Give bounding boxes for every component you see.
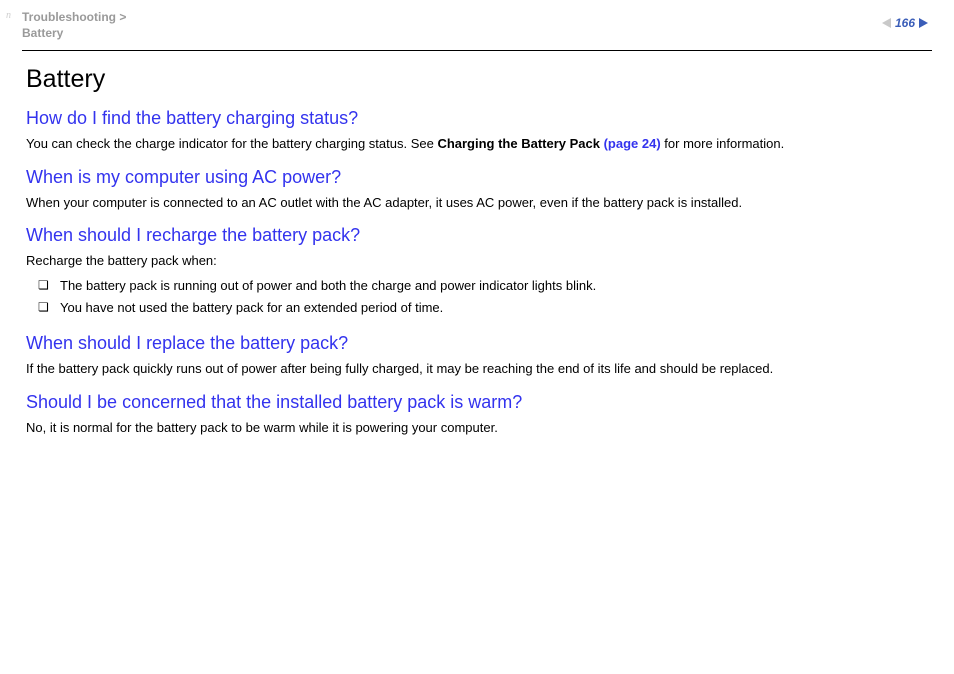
next-page-icon[interactable] [919, 18, 928, 28]
content-area: Battery How do I find the battery chargi… [0, 51, 954, 436]
section-heading: How do I find the battery charging statu… [26, 108, 928, 129]
body-bold: Charging the Battery Pack [437, 136, 603, 151]
section-body: No, it is normal for the battery pack to… [26, 419, 928, 437]
section-body: If the battery pack quickly runs out of … [26, 360, 928, 378]
prev-page-icon[interactable] [882, 18, 891, 28]
section-heading: When should I recharge the battery pack? [26, 225, 928, 246]
breadcrumb-line-1: Troubleshooting > [22, 10, 954, 26]
section-body: When your computer is connected to an AC… [26, 194, 928, 212]
breadcrumb: Troubleshooting > Battery [22, 10, 954, 41]
list-item: The battery pack is running out of power… [26, 276, 928, 297]
page-number: 166 [895, 16, 915, 30]
body-text: You can check the charge indicator for t… [26, 136, 437, 151]
page-title: Battery [26, 65, 928, 94]
section-heading: When should I replace the battery pack? [26, 333, 928, 354]
section-body: Recharge the battery pack when: [26, 252, 928, 270]
document-page: n Troubleshooting > Battery 166 Battery … [0, 0, 954, 674]
section-body: You can check the charge indicator for t… [26, 135, 928, 153]
page-reference-link[interactable]: (page 24) [604, 136, 661, 151]
body-text: for more information. [661, 136, 785, 151]
bullet-list: The battery pack is running out of power… [26, 276, 928, 320]
breadcrumb-line-2: Battery [22, 26, 954, 42]
section-heading: Should I be concerned that the installed… [26, 392, 928, 413]
page-navigation: 166 [882, 16, 928, 30]
section-heading: When is my computer using AC power? [26, 167, 928, 188]
list-item: You have not used the battery pack for a… [26, 298, 928, 319]
page-header: Troubleshooting > Battery 166 [0, 0, 954, 50]
